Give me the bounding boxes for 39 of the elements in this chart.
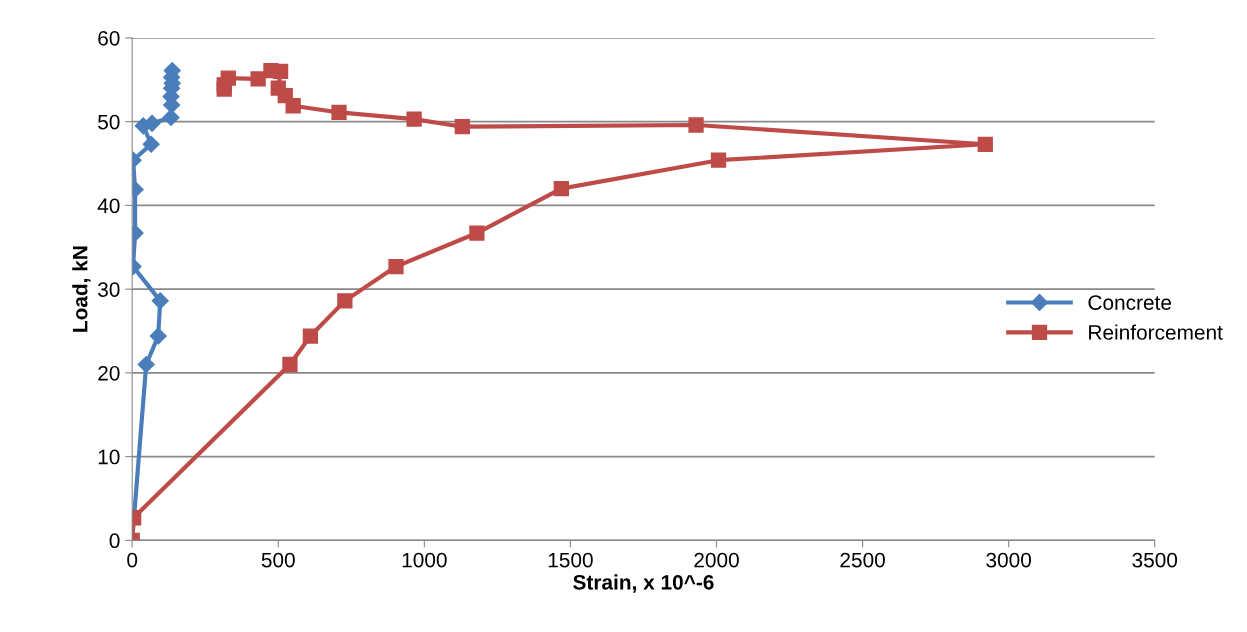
x-tick-label: 500 xyxy=(261,552,295,568)
point xyxy=(142,135,160,153)
point xyxy=(553,181,569,197)
point xyxy=(137,355,155,374)
point xyxy=(406,111,422,127)
x-tick-label: 2500 xyxy=(840,552,885,568)
point xyxy=(282,356,298,373)
y-tick-label: 60 xyxy=(98,30,120,46)
point xyxy=(149,327,167,345)
y-tick-label: 50 xyxy=(98,114,120,130)
y-tick-label: 20 xyxy=(98,365,120,381)
point xyxy=(216,81,232,97)
point xyxy=(469,225,485,241)
point xyxy=(454,119,470,135)
point xyxy=(337,293,353,309)
legend-label: Reinforcement xyxy=(1089,324,1223,340)
point xyxy=(710,152,727,168)
point xyxy=(977,136,993,152)
point xyxy=(688,117,704,133)
x-tick-label: 3000 xyxy=(986,552,1032,568)
point xyxy=(263,62,279,79)
point xyxy=(331,104,347,121)
y-tick-label: 10 xyxy=(98,449,120,465)
point xyxy=(270,80,286,96)
point xyxy=(388,258,404,275)
y-tick-label: 0 xyxy=(109,533,120,549)
point xyxy=(151,292,169,310)
y-tick-label: 30 xyxy=(98,282,120,297)
point xyxy=(250,71,266,87)
y-axis-title: Load, kN xyxy=(72,246,91,332)
point xyxy=(302,328,319,344)
x-tick-label: 0 xyxy=(127,552,138,568)
x-tick-label: 3500 xyxy=(1132,552,1178,568)
y-tick-label: 40 xyxy=(97,198,120,214)
x-tick-label: 1500 xyxy=(548,552,593,568)
x-axis-title: Strain, x 10^-6 xyxy=(573,574,714,593)
x-tick-label: 2000 xyxy=(694,552,739,568)
legend-label: Concrete xyxy=(1088,295,1172,310)
x-tick-label: 1000 xyxy=(402,552,447,568)
